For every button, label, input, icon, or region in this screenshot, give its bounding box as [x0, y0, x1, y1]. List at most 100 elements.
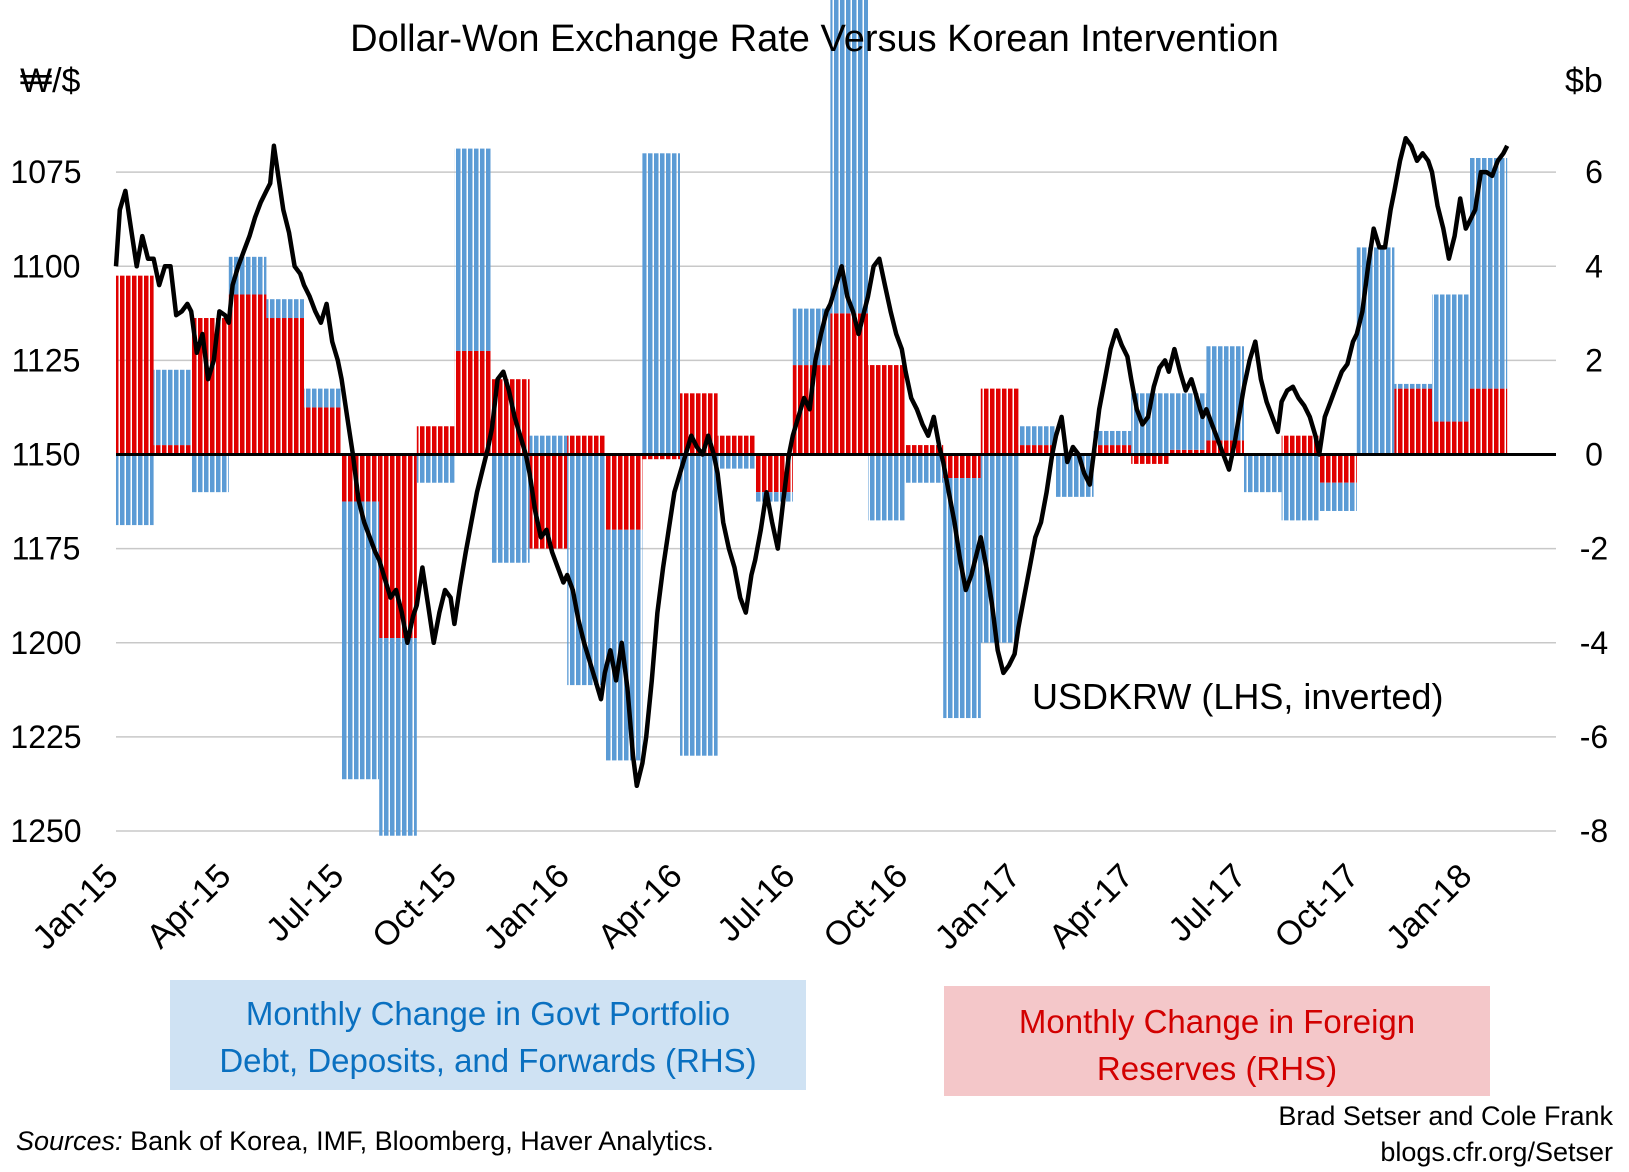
legend-portfolio: Monthly Change in Govt Portfolio Debt, D…	[170, 980, 806, 1090]
reserves-bar	[1018, 445, 1056, 455]
legend-portfolio-line2: Debt, Deposits, and Forwards (RHS)	[219, 1042, 757, 1079]
x-tick-label: Jul-16	[710, 857, 802, 949]
reserves-bar	[341, 454, 380, 502]
reserves-bar	[1432, 421, 1470, 455]
legend-portfolio-line1: Monthly Change in Govt Portfolio	[245, 995, 731, 1032]
left-tick-label: 1200	[10, 625, 81, 661]
reserves-bar	[604, 454, 643, 530]
legend-reserves-line2: Reserves (RHS)	[1096, 1050, 1338, 1087]
right-tick-label: 6	[1585, 154, 1603, 190]
portfolio-bar	[116, 454, 154, 526]
sources-text: Bank of Korea, IMF, Bloomberg, Haver Ana…	[122, 1126, 714, 1156]
x-tick-label: Apr-17	[1042, 857, 1141, 956]
portfolio-bar	[1056, 454, 1094, 497]
portfolio-bar	[529, 435, 568, 455]
portfolio-bar	[1356, 247, 1395, 455]
portfolio-bar	[868, 454, 906, 521]
reserves-bar	[191, 318, 229, 455]
portfolio-bar	[454, 148, 492, 351]
reserves-bar	[228, 294, 267, 455]
credit-url: blogs.cfr.org/Setser	[1380, 1137, 1613, 1167]
reserves-bar	[1093, 445, 1132, 455]
usdkrw-line	[113, 135, 1510, 789]
portfolio-bar	[1432, 294, 1470, 422]
portfolio-bar	[1168, 393, 1207, 450]
reserves-bar	[642, 454, 680, 460]
reserves-bar	[304, 407, 342, 455]
right-tick-label: 4	[1585, 248, 1603, 284]
portfolio-bar	[1244, 454, 1282, 493]
portfolio-bar	[153, 369, 192, 446]
usdkrw-line-group	[113, 135, 1510, 789]
reserves-bar	[379, 454, 417, 639]
x-tick-label: Jan-17	[928, 857, 1028, 957]
left-tick-label: 1150	[12, 437, 81, 473]
reserves-bar	[266, 318, 304, 455]
chart-title: Dollar-Won Exchange Rate Versus Korean I…	[350, 18, 1279, 60]
right-tick-label: -8	[1580, 813, 1608, 849]
reserves-bar	[717, 435, 756, 455]
portfolio-bar	[905, 454, 944, 483]
portfolio-bar	[266, 299, 304, 319]
portfolio-bar	[717, 454, 756, 469]
x-tick-label: Jan-15	[25, 857, 125, 957]
right-tick-label: 0	[1585, 437, 1603, 473]
reserves-bar	[905, 445, 944, 455]
portfolio-bar	[1469, 158, 1508, 389]
portfolio-bar	[191, 454, 229, 493]
x-tick-label: Apr-16	[591, 857, 690, 956]
sources-label: Sources:	[16, 1126, 123, 1156]
left-axis-unit: ₩/$	[20, 62, 81, 100]
reserves-bar	[830, 313, 868, 455]
portfolio-bar	[943, 478, 981, 719]
portfolio-bar	[492, 454, 530, 563]
x-tick-label: Oct-16	[816, 857, 915, 956]
reserves-bar	[1281, 435, 1320, 455]
left-tick-label: 1100	[12, 248, 81, 284]
left-tick-label: 1075	[10, 154, 81, 190]
portfolio-bar	[980, 454, 1019, 643]
sources-note: Sources: Bank of Korea, IMF, Bloomberg, …	[16, 1126, 714, 1157]
portfolio-bar	[642, 153, 680, 455]
portfolio-bar	[1093, 430, 1132, 446]
portfolio-bar	[1281, 454, 1320, 521]
left-tick-label: 1125	[12, 342, 81, 378]
left-tick-label: 1225	[10, 719, 81, 755]
reserves-bar	[980, 388, 1019, 455]
right-tick-label: -2	[1580, 531, 1608, 567]
portfolio-bar	[1319, 482, 1357, 511]
right-tick-label: -6	[1580, 719, 1608, 755]
legend-reserves-line1: Monthly Change in Foreign	[1018, 1003, 1416, 1040]
left-tick-label: 1250	[10, 813, 81, 849]
portfolio-bar	[416, 454, 455, 483]
portfolio-bar	[680, 454, 718, 756]
x-tick-label: Apr-15	[139, 857, 238, 956]
x-tick-label: Jul-17	[1161, 857, 1253, 949]
portfolio-bar	[1394, 383, 1432, 389]
x-tick-label: Oct-15	[365, 857, 464, 956]
reserves-bar	[153, 445, 192, 455]
reserves-bar	[1168, 449, 1207, 455]
credit: Brad Setser and Cole Frank blogs.cfr.org…	[1278, 1098, 1613, 1170]
reserves-bar	[868, 365, 906, 455]
credit-authors: Brad Setser and Cole Frank	[1278, 1101, 1613, 1131]
reserves-bar	[416, 426, 455, 455]
right-axis-ticks: 6 4 2 0 -2 -4 -6 -8	[1580, 154, 1608, 849]
reserves-bar	[1469, 388, 1508, 455]
reserves-bar	[1394, 388, 1432, 455]
reserves-bar	[116, 275, 154, 455]
reserves-bar	[567, 435, 605, 455]
portfolio-bar	[304, 388, 342, 408]
reserves-bar	[454, 350, 492, 455]
reserves-bar	[1319, 454, 1357, 483]
reserves-bar	[1131, 454, 1169, 464]
portfolio-bar	[830, 0, 868, 314]
reserves-bar	[943, 454, 981, 479]
portfolio-bar	[755, 492, 793, 502]
usdkrw-line-label: USDKRW (LHS, inverted)	[1032, 676, 1444, 717]
x-tick-label: Jan-18	[1379, 857, 1479, 957]
portfolio-bar	[379, 638, 417, 836]
bars	[116, 0, 1508, 836]
left-tick-label: 1175	[12, 531, 81, 567]
right-tick-label: 2	[1585, 342, 1603, 378]
